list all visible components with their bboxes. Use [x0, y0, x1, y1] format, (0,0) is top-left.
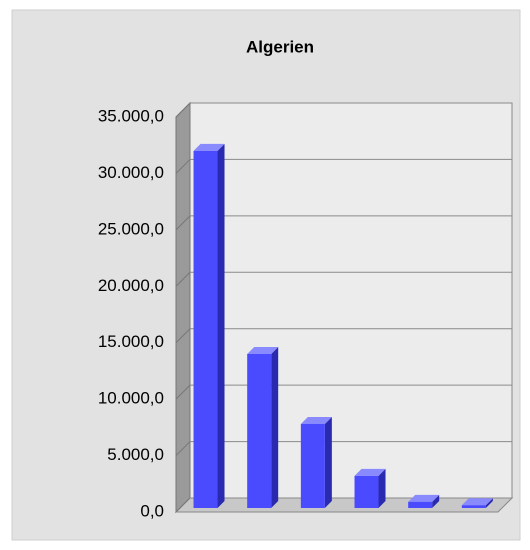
bar — [300, 423, 325, 508]
bar-top — [300, 416, 332, 424]
y-tick-label: 25.000,0 — [98, 219, 164, 238]
grid-line-side — [175, 497, 191, 513]
bar-side — [217, 143, 225, 508]
bar-side — [271, 347, 279, 508]
grid-line-side — [175, 441, 191, 456]
bar-side — [324, 416, 332, 508]
left-wall — [175, 101, 191, 514]
grid-line-side — [175, 384, 191, 400]
bar-top — [354, 468, 386, 476]
y-tick-label: 10.000,0 — [98, 389, 164, 408]
grid-line-side — [175, 215, 191, 231]
bar-top — [461, 498, 493, 506]
chart-title: Algerien — [246, 37, 314, 56]
bar-top — [408, 494, 440, 502]
bar — [408, 501, 433, 508]
y-tick-label: 0,0 — [140, 501, 164, 520]
y-tick-label: 20.000,0 — [98, 276, 164, 295]
bar — [461, 505, 486, 508]
grid-line-side — [175, 328, 191, 344]
y-tick-label: 35.000,0 — [98, 106, 164, 125]
bar — [247, 354, 272, 508]
y-tick-label: 5.000,0 — [107, 445, 164, 464]
bar-top — [247, 347, 279, 354]
grid-line-side — [175, 159, 191, 174]
floor — [174, 497, 514, 513]
bar-top — [193, 143, 225, 151]
y-tick-label: 30.000,0 — [98, 163, 164, 182]
bar-side — [432, 494, 440, 508]
bar-side — [485, 498, 493, 508]
grid-line-side — [175, 271, 191, 287]
bar — [354, 475, 379, 508]
bar — [193, 150, 218, 508]
y-tick-label: 15.000,0 — [98, 332, 164, 351]
back-wall — [189, 102, 513, 499]
grid-line-side — [175, 102, 191, 118]
bar-side — [378, 468, 386, 508]
